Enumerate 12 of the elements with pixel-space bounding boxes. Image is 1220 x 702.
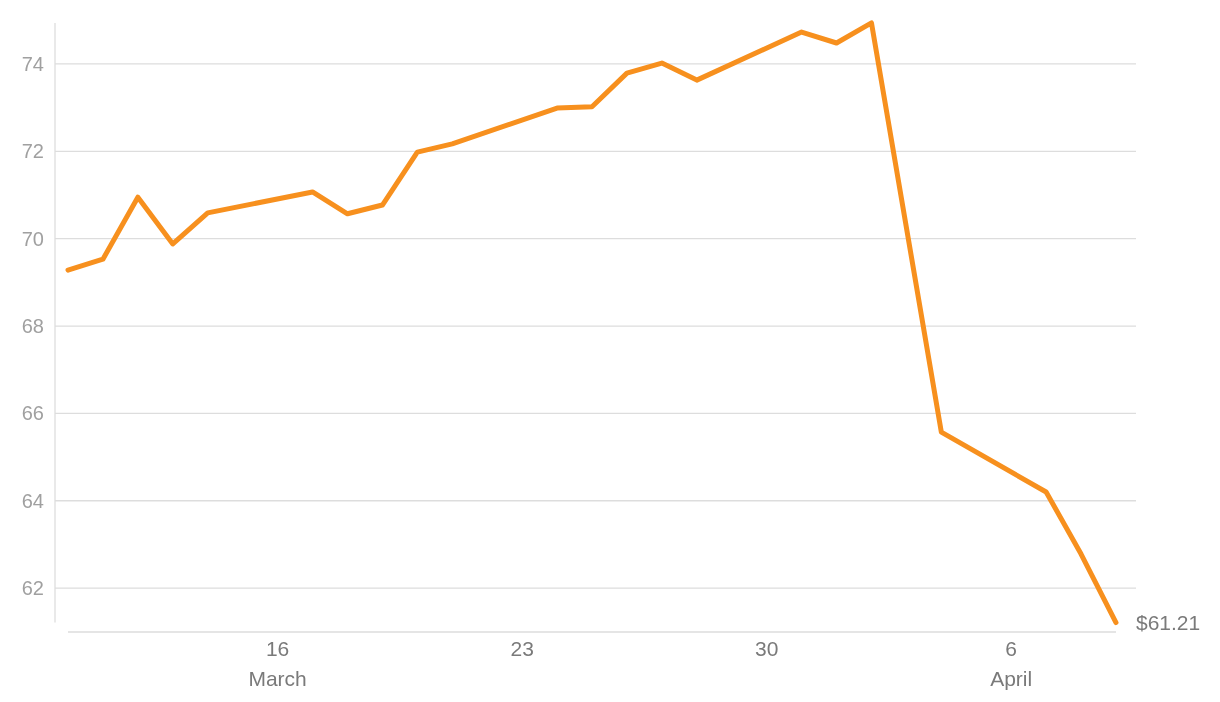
x-tick-label: 16 March xyxy=(248,637,307,690)
y-tick-label: 62 xyxy=(21,577,44,600)
y-tick-label: 64 xyxy=(21,489,44,512)
y-tick-label: 68 xyxy=(21,315,44,338)
y-tick-label: 70 xyxy=(21,227,44,250)
y-tick-label: 66 xyxy=(21,402,44,425)
x-tick-label: 30 xyxy=(754,637,779,660)
x-tick-label: 6 April xyxy=(990,637,1033,690)
y-tick-label: 74 xyxy=(21,52,44,75)
y-tick-label: 72 xyxy=(21,140,44,163)
x-tick-label: 23 xyxy=(510,637,534,660)
annotation: $61.21 xyxy=(1136,610,1201,634)
